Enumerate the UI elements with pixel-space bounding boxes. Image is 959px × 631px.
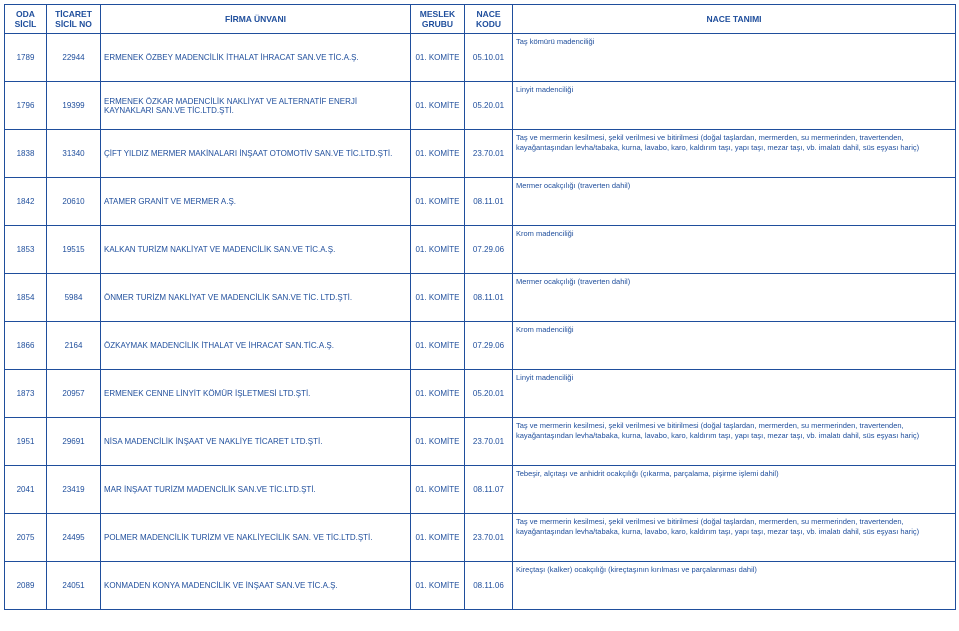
cell-nace: 07.29.06 xyxy=(465,226,513,274)
cell-meslek: 01. KOMİTE xyxy=(411,226,465,274)
cell-ticaret: 24495 xyxy=(47,514,101,562)
cell-oda: 1951 xyxy=(5,418,47,466)
cell-nace: 23.70.01 xyxy=(465,130,513,178)
cell-oda: 1866 xyxy=(5,322,47,370)
cell-oda: 1854 xyxy=(5,274,47,322)
cell-ticaret: 20957 xyxy=(47,370,101,418)
table-row: 179619399ERMENEK ÖZKAR MADENCİLİK NAKLİY… xyxy=(5,82,956,130)
table-row: 183831340ÇİFT YILDIZ MERMER MAKİNALARI İ… xyxy=(5,130,956,178)
cell-meslek: 01. KOMİTE xyxy=(411,562,465,610)
cell-tanim: Taş kömürü madenciliği xyxy=(513,34,956,82)
cell-ticaret: 19515 xyxy=(47,226,101,274)
cell-ticaret: 31340 xyxy=(47,130,101,178)
cell-ticaret: 22944 xyxy=(47,34,101,82)
table-row: 204123419MAR İNŞAAT TURİZM MADENCİLİK SA… xyxy=(5,466,956,514)
cell-meslek: 01. KOMİTE xyxy=(411,466,465,514)
table-row: 18662164ÖZKAYMAK MADENCİLİK İTHALAT VE İ… xyxy=(5,322,956,370)
table-header: ODA SİCİL TİCARET SİCİL NO FİRMA ÜNVANI … xyxy=(5,5,956,34)
table-row: 185319515KALKAN TURİZM NAKLİYAT VE MADEN… xyxy=(5,226,956,274)
header-oda: ODA SİCİL xyxy=(5,5,47,34)
table-body: 178922944ERMENEK ÖZBEY MADENCİLİK İTHALA… xyxy=(5,34,956,610)
cell-ticaret: 2164 xyxy=(47,322,101,370)
cell-meslek: 01. KOMİTE xyxy=(411,34,465,82)
cell-nace: 23.70.01 xyxy=(465,418,513,466)
cell-nace: 05.20.01 xyxy=(465,82,513,130)
cell-oda: 1838 xyxy=(5,130,47,178)
cell-firma: KALKAN TURİZM NAKLİYAT VE MADENCİLİK SAN… xyxy=(101,226,411,274)
table-row: 18545984ÖNMER TURİZM NAKLİYAT VE MADENCİ… xyxy=(5,274,956,322)
cell-nace: 08.11.07 xyxy=(465,466,513,514)
header-tanim: NACE TANIMI xyxy=(513,5,956,34)
table-row: 208924051KONMADEN KONYA MADENCİLİK VE İN… xyxy=(5,562,956,610)
cell-meslek: 01. KOMİTE xyxy=(411,178,465,226)
cell-tanim: Mermer ocakçılığı (traverten dahil) xyxy=(513,178,956,226)
cell-tanim: Taş ve mermerin kesilmesi, şekil verilme… xyxy=(513,418,956,466)
cell-tanim: Taş ve mermerin kesilmesi, şekil verilme… xyxy=(513,130,956,178)
header-meslek: MESLEK GRUBU xyxy=(411,5,465,34)
cell-ticaret: 20610 xyxy=(47,178,101,226)
cell-tanim: Linyit madenciliği xyxy=(513,82,956,130)
cell-tanim: Krom madenciliği xyxy=(513,322,956,370)
cell-tanim: Mermer ocakçılığı (traverten dahil) xyxy=(513,274,956,322)
cell-meslek: 01. KOMİTE xyxy=(411,322,465,370)
cell-firma: ATAMER GRANİT VE MERMER A.Ş. xyxy=(101,178,411,226)
cell-tanim: Linyit madenciliği xyxy=(513,370,956,418)
cell-tanim: Kireçtaşı (kalker) ocakçılığı (kireçtaşı… xyxy=(513,562,956,610)
cell-meslek: 01. KOMİTE xyxy=(411,418,465,466)
cell-meslek: 01. KOMİTE xyxy=(411,370,465,418)
cell-firma: NİSA MADENCİLİK İNŞAAT VE NAKLİYE TİCARE… xyxy=(101,418,411,466)
header-ticaret: TİCARET SİCİL NO xyxy=(47,5,101,34)
cell-firma: ERMENEK ÖZKAR MADENCİLİK NAKLİYAT VE ALT… xyxy=(101,82,411,130)
cell-firma: ERMENEK ÖZBEY MADENCİLİK İTHALAT İHRACAT… xyxy=(101,34,411,82)
cell-nace: 23.70.01 xyxy=(465,514,513,562)
cell-oda: 2075 xyxy=(5,514,47,562)
header-nace: NACE KODU xyxy=(465,5,513,34)
table-row: 207524495POLMER MADENCİLİK TURİZM VE NAK… xyxy=(5,514,956,562)
cell-nace: 08.11.01 xyxy=(465,178,513,226)
cell-firma: KONMADEN KONYA MADENCİLİK VE İNŞAAT SAN.… xyxy=(101,562,411,610)
cell-meslek: 01. KOMİTE xyxy=(411,82,465,130)
cell-firma: ÖZKAYMAK MADENCİLİK İTHALAT VE İHRACAT S… xyxy=(101,322,411,370)
cell-firma: ÇİFT YILDIZ MERMER MAKİNALARI İNŞAAT OTO… xyxy=(101,130,411,178)
company-registry-table: ODA SİCİL TİCARET SİCİL NO FİRMA ÜNVANI … xyxy=(4,4,956,610)
cell-meslek: 01. KOMİTE xyxy=(411,514,465,562)
header-firma: FİRMA ÜNVANI xyxy=(101,5,411,34)
cell-meslek: 01. KOMİTE xyxy=(411,274,465,322)
cell-ticaret: 29691 xyxy=(47,418,101,466)
cell-oda: 1789 xyxy=(5,34,47,82)
table-row: 187320957ERMENEK CENNE LİNYİT KÖMÜR İŞLE… xyxy=(5,370,956,418)
cell-meslek: 01. KOMİTE xyxy=(411,130,465,178)
cell-oda: 2089 xyxy=(5,562,47,610)
cell-firma: ERMENEK CENNE LİNYİT KÖMÜR İŞLETMESİ LTD… xyxy=(101,370,411,418)
cell-ticaret: 23419 xyxy=(47,466,101,514)
cell-nace: 05.20.01 xyxy=(465,370,513,418)
cell-firma: POLMER MADENCİLİK TURİZM VE NAKLİYECİLİK… xyxy=(101,514,411,562)
cell-tanim: Taş ve mermerin kesilmesi, şekil verilme… xyxy=(513,514,956,562)
cell-ticaret: 24051 xyxy=(47,562,101,610)
cell-oda: 1873 xyxy=(5,370,47,418)
cell-oda: 1853 xyxy=(5,226,47,274)
cell-firma: ÖNMER TURİZM NAKLİYAT VE MADENCİLİK SAN.… xyxy=(101,274,411,322)
cell-tanim: Tebeşir, alçıtaşı ve anhidrit ocakçılığı… xyxy=(513,466,956,514)
cell-oda: 1842 xyxy=(5,178,47,226)
cell-nace: 08.11.06 xyxy=(465,562,513,610)
cell-nace: 07.29.06 xyxy=(465,322,513,370)
table-row: 195129691NİSA MADENCİLİK İNŞAAT VE NAKLİ… xyxy=(5,418,956,466)
table-row: 178922944ERMENEK ÖZBEY MADENCİLİK İTHALA… xyxy=(5,34,956,82)
cell-ticaret: 19399 xyxy=(47,82,101,130)
cell-ticaret: 5984 xyxy=(47,274,101,322)
cell-nace: 05.10.01 xyxy=(465,34,513,82)
table-row: 184220610ATAMER GRANİT VE MERMER A.Ş.01.… xyxy=(5,178,956,226)
cell-nace: 08.11.01 xyxy=(465,274,513,322)
cell-oda: 2041 xyxy=(5,466,47,514)
cell-firma: MAR İNŞAAT TURİZM MADENCİLİK SAN.VE TİC.… xyxy=(101,466,411,514)
cell-tanim: Krom madenciliği xyxy=(513,226,956,274)
cell-oda: 1796 xyxy=(5,82,47,130)
